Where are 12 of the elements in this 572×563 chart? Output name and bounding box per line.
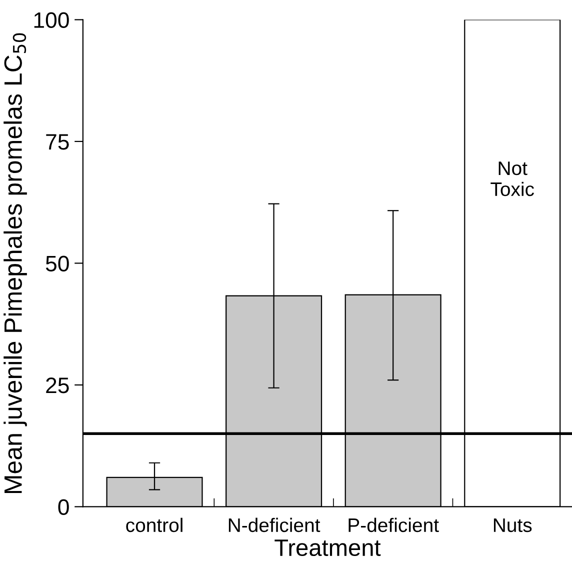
x-tick-label: N-deficient	[228, 518, 320, 532]
x-tick-label: P-deficient	[348, 518, 439, 532]
x-tick-label: control	[126, 518, 182, 532]
y-tick-label: 0	[58, 499, 69, 515]
y-tick-label: 25	[46, 377, 69, 394]
y-tick-label: 50	[46, 256, 69, 272]
x-axis-title: Treatment	[274, 540, 381, 556]
x-tick-label: Nuts	[494, 518, 532, 532]
y-tick-label: 100	[34, 12, 69, 28]
annotation: Not Toxic	[490, 162, 534, 196]
y-tick-label: 75	[46, 134, 69, 150]
y-axis-title: Mean juvenile Pimephales promelas LC$_{50}$	[4, 33, 27, 494]
